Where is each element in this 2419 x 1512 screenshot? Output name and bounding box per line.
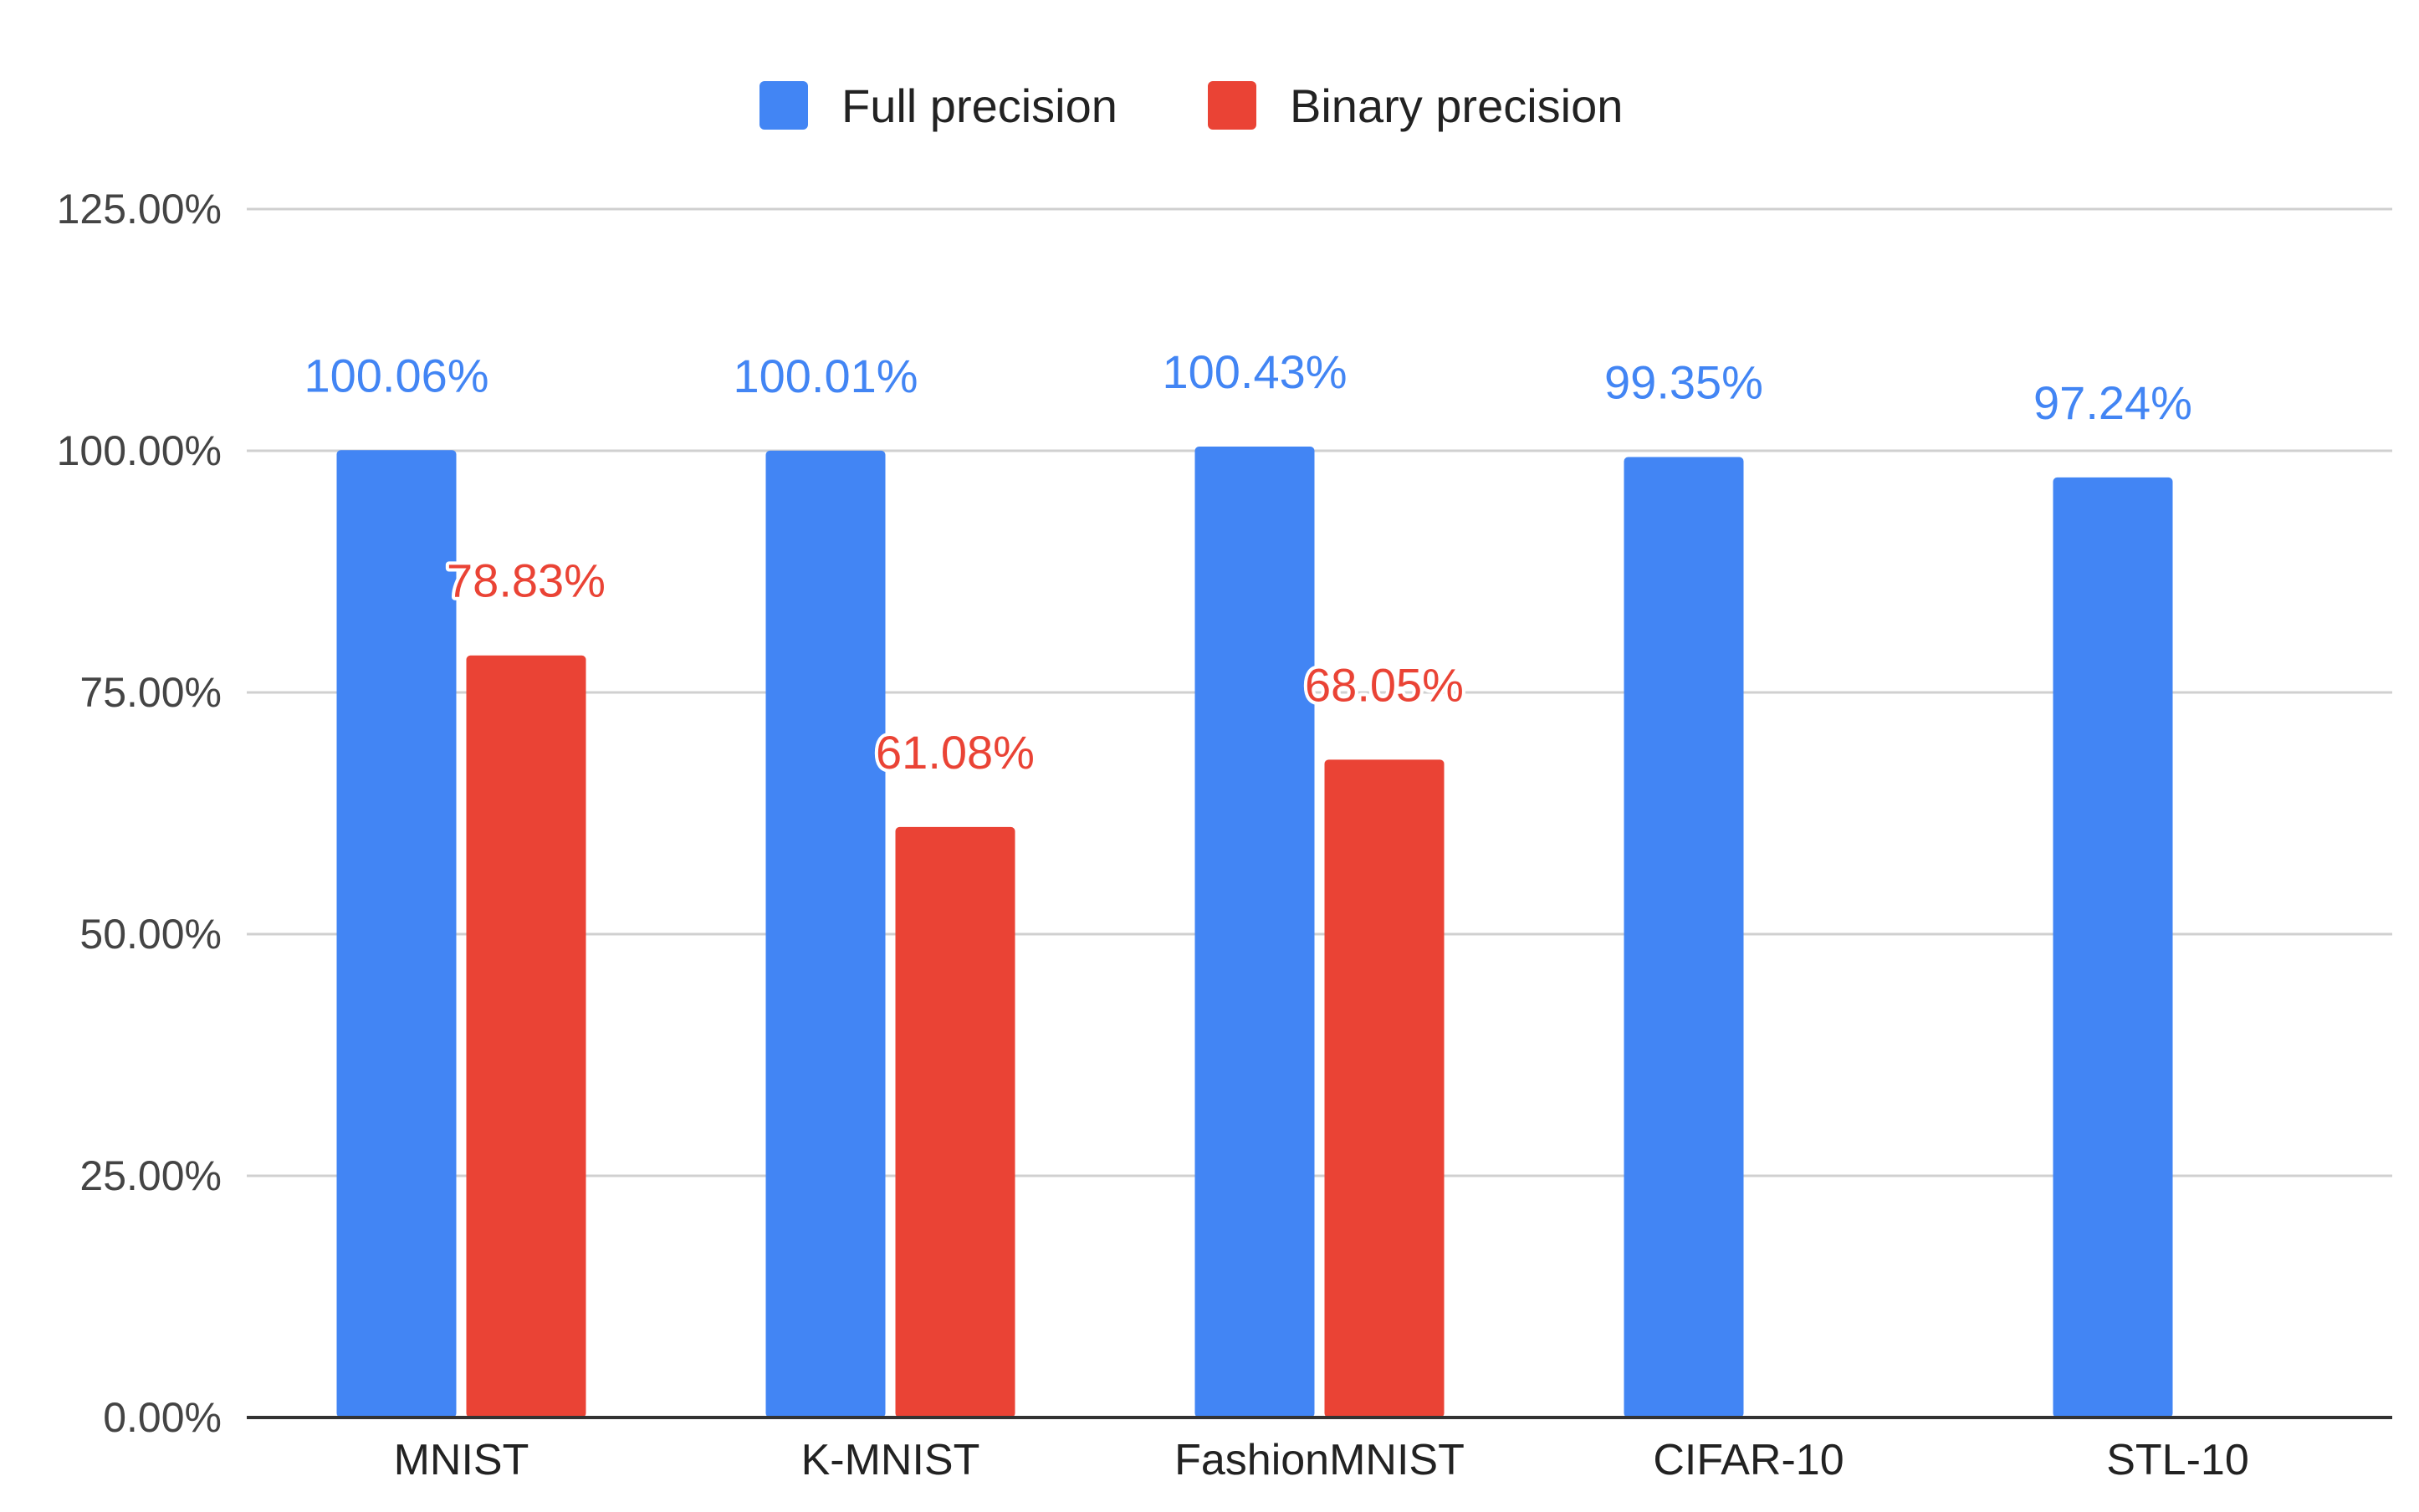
y-axis-ticks: 0.00% 25.00% 50.00% 75.00% 100.00% 125.00% — [57, 186, 222, 1441]
legend-label-full: Full precision — [841, 79, 1117, 132]
y-tick-label: 125.00% — [57, 186, 222, 232]
legend-swatch-binary — [1208, 81, 1256, 130]
data-labels: 100.06% 78.83% 100.01% 61.08% 100.43% 68.05% 9… — [300, 342, 2196, 782]
bar-full-3 — [1624, 457, 1744, 1418]
data-label-full-2: 100.43% — [1162, 345, 1347, 398]
x-category-label: STL-10 — [2106, 1436, 2249, 1484]
bar-full-2 — [1194, 447, 1315, 1418]
y-tick-label: 50.00% — [79, 911, 222, 958]
y-tick-label: 25.00% — [79, 1152, 222, 1199]
x-axis-categories: MNIST K-MNIST FashionMNIST CIFAR-10 STL-10 — [394, 1436, 2249, 1484]
legend-label-binary: Binary precision — [1290, 79, 1623, 132]
data-label-binary-1: 61.08% — [876, 726, 1035, 779]
x-category-label: K-MNIST — [801, 1436, 980, 1484]
y-tick-label: 0.00% — [103, 1394, 222, 1441]
data-label-full-3: 99.35% — [1604, 356, 1763, 409]
data-label-binary-0: 78.83% — [447, 554, 606, 607]
bar-full-4 — [2053, 477, 2173, 1418]
legend-swatch-full — [759, 81, 808, 130]
bar-full-1 — [765, 450, 886, 1418]
bar-binary-2 — [1324, 759, 1445, 1418]
x-category-label: CIFAR-10 — [1653, 1436, 1844, 1484]
gridlines — [247, 207, 2392, 1177]
data-label-full-0: 100.06% — [304, 349, 488, 401]
data-label-full-4: 97.24% — [2033, 376, 2192, 429]
bar-binary-1 — [895, 826, 1015, 1418]
x-category-label: FashionMNIST — [1174, 1436, 1465, 1484]
data-label-binary-2: 68.05% — [1305, 658, 1464, 711]
y-tick-label: 100.00% — [57, 427, 222, 474]
data-label-full-1: 100.01% — [733, 350, 918, 402]
legend: Full precision Binary precision — [759, 79, 1623, 132]
y-tick-label: 75.00% — [79, 669, 222, 716]
bars — [336, 447, 2173, 1418]
bar-full-0 — [336, 450, 457, 1418]
x-category-label: MNIST — [394, 1436, 529, 1484]
bar-binary-0 — [466, 655, 586, 1418]
